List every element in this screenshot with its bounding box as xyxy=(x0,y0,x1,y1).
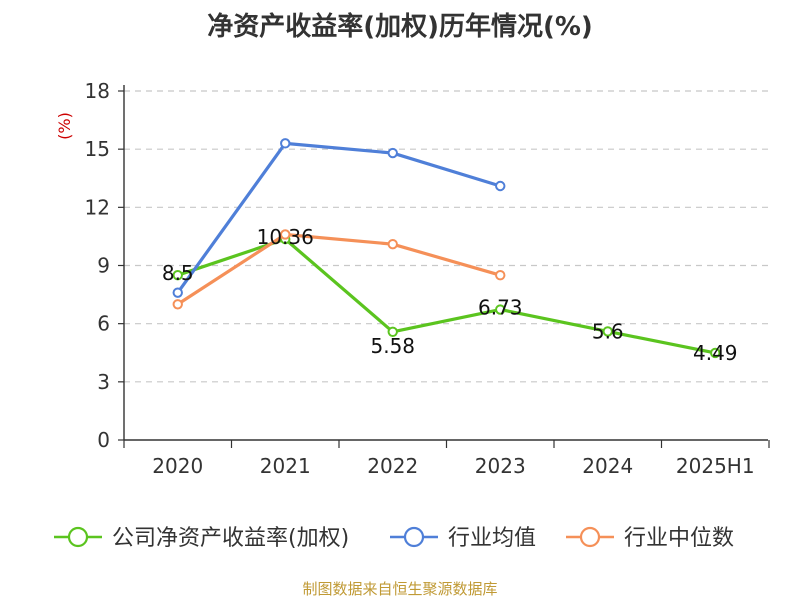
grid-lines xyxy=(124,90,768,383)
legend: 公司净资产收益率(加权) 行业均值 行业中位数 xyxy=(54,526,734,551)
legend-label: 行业中位数 xyxy=(624,526,734,551)
series-line xyxy=(177,237,716,355)
y-axis-unit: (%) xyxy=(55,112,74,140)
data-point xyxy=(710,347,721,359)
data-point xyxy=(387,147,398,159)
y-tick-label: 3 xyxy=(97,370,110,394)
data-point xyxy=(172,287,183,298)
data-point xyxy=(387,326,398,338)
x-tick-label: 2022 xyxy=(367,454,418,478)
x-tick-label: 2020 xyxy=(152,454,203,478)
data-point xyxy=(495,269,506,281)
data-label: 6.73 xyxy=(478,296,523,320)
data-point xyxy=(172,269,183,281)
y-tick-label: 0 xyxy=(97,428,110,452)
legend-label: 公司净资产收益率(加权) xyxy=(112,526,349,551)
x-tick-label: 2024 xyxy=(582,454,633,478)
data-label: 5.6 xyxy=(592,319,624,343)
data-label: 10.36 xyxy=(257,225,314,249)
data-point xyxy=(280,229,291,240)
legend-marker xyxy=(67,526,89,548)
legend-label: 行业均值 xyxy=(448,526,536,551)
source-note: 制图数据来自恒生聚源数据库 xyxy=(302,580,498,598)
data-point xyxy=(602,326,613,337)
y-tick-label: 9 xyxy=(97,254,110,278)
x-tick-label: 2025H1 xyxy=(676,454,755,478)
data-label: 5.58 xyxy=(370,334,415,358)
x-tick-label: 2023 xyxy=(475,454,526,478)
data-point xyxy=(387,238,398,250)
data-point xyxy=(172,299,183,310)
y-tick-label: 18 xyxy=(85,79,110,103)
series-line xyxy=(176,232,501,306)
data-point xyxy=(495,180,506,192)
y-tick-label: 6 xyxy=(97,312,110,336)
axes: 0 3 6 9 12 15 18 (%) 2020 2021 2022 2023 2024 2025H1 xyxy=(55,79,770,478)
y-tick-label: 12 xyxy=(85,195,110,219)
data-labels: 8.5 10.36 5.58 6.73 5.6 4.49 xyxy=(162,225,738,365)
x-tick-label: 2021 xyxy=(260,454,311,478)
data-label: 4.49 xyxy=(693,341,738,365)
legend-marker xyxy=(403,526,425,548)
y-tick-label: 15 xyxy=(85,137,110,161)
data-label: 8.5 xyxy=(162,261,194,285)
series-line xyxy=(176,141,501,294)
legend-marker xyxy=(579,526,601,548)
data-point xyxy=(280,138,291,149)
chart-title: 净资产收益率(加权)历年情况(%) xyxy=(207,12,593,42)
data-point xyxy=(495,304,506,315)
series-layer xyxy=(172,138,721,359)
